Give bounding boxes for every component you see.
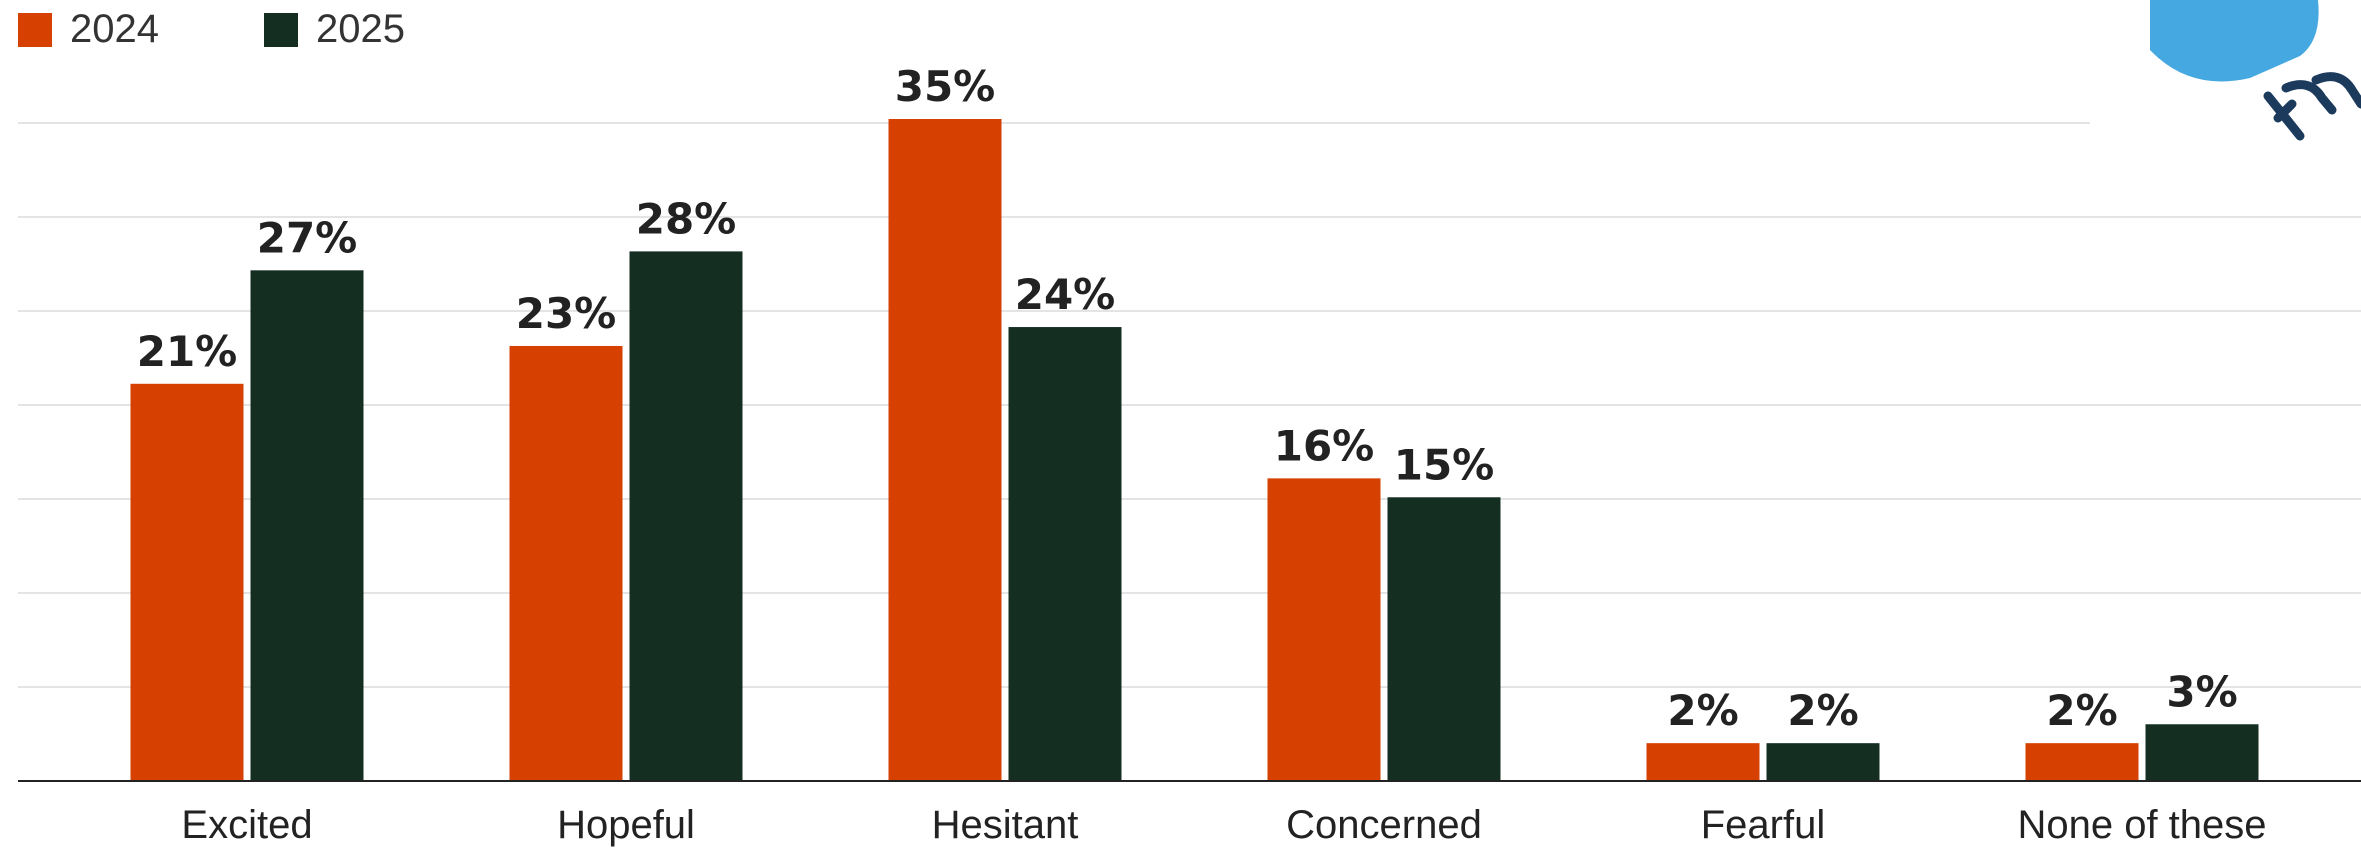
bar-2025-concerned	[1387, 497, 1501, 781]
gridlines	[18, 122, 2361, 688]
legend: 2024 2025	[18, 7, 405, 51]
logo-tool-icon	[2263, 72, 2361, 141]
legend-swatch-2024	[18, 13, 52, 47]
data-label-2025-hesitant: 24%	[1015, 270, 1116, 319]
legend-label-2024: 2024	[70, 7, 159, 51]
x-tick-label: Hopeful	[557, 803, 695, 847]
legend-label-2025: 2025	[316, 7, 405, 51]
data-label-2025-hopeful: 28%	[636, 194, 737, 243]
x-tick-label: Fearful	[1701, 803, 1826, 847]
legend-item-2025: 2025	[264, 7, 405, 51]
bar-2024-none-of-these	[2025, 743, 2139, 781]
data-label-2024-none-of-these: 2%	[2046, 686, 2117, 735]
data-label-2025-none-of-these: 3%	[2166, 667, 2237, 716]
x-tick-label: Excited	[181, 803, 312, 847]
x-axis-tick-labels: Excited Hopeful Hesitant Concerned Fearful No…	[181, 803, 2266, 847]
bar-2025-none-of-these	[2145, 724, 2259, 781]
bar-2025-hesitant	[1008, 327, 1122, 781]
x-tick-label: Concerned	[1286, 803, 1482, 847]
bar-2024-fearful	[1646, 743, 1760, 781]
bar-2024-excited	[130, 383, 244, 781]
x-tick-label: Hesitant	[932, 803, 1079, 847]
data-labels: 21% 27% 23% 28% 35% 24% 16% 15% 2% 2% 2% 3%	[137, 62, 2238, 735]
data-label-2025-excited: 27%	[257, 213, 358, 262]
bar-2024-concerned	[1267, 478, 1381, 781]
data-label-2024-excited: 21%	[137, 327, 238, 376]
bar-2024-hesitant	[888, 119, 1002, 781]
data-label-2025-concerned: 15%	[1394, 440, 1495, 489]
bar-2024-hopeful	[509, 345, 623, 781]
bar-2025-fearful	[1766, 743, 1880, 781]
bars	[130, 119, 2259, 781]
x-tick-label: None of these	[2017, 803, 2266, 847]
bar-2025-excited	[250, 270, 364, 781]
data-label-2025-fearful: 2%	[1787, 686, 1858, 735]
brand-logo	[2122, 0, 2361, 141]
data-label-2024-hopeful: 23%	[516, 289, 617, 338]
legend-item-2024: 2024	[18, 7, 159, 51]
data-label-2024-fearful: 2%	[1667, 686, 1738, 735]
legend-swatch-2025	[264, 13, 298, 47]
logo-e-shape	[2122, 0, 2319, 82]
data-label-2024-concerned: 16%	[1274, 421, 1375, 470]
data-label-2024-hesitant: 35%	[895, 62, 996, 111]
bar-2025-hopeful	[629, 251, 743, 781]
